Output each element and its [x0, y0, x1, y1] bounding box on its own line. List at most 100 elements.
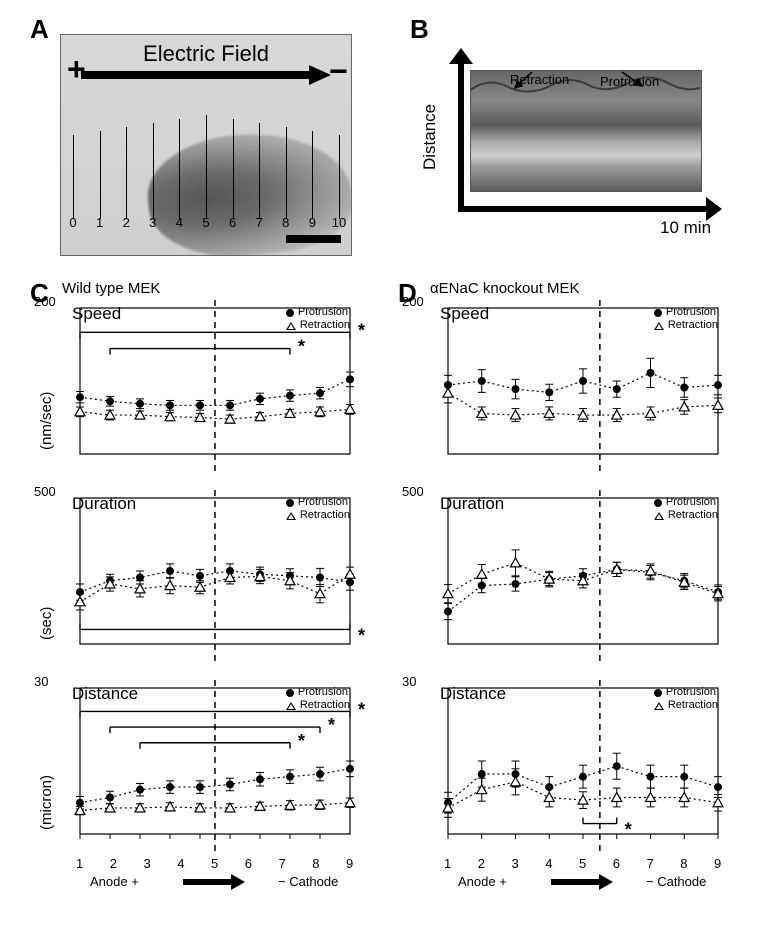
panel-b-xaxis [458, 206, 708, 212]
panel-b-edge-trace [470, 68, 700, 98]
legend-label: Protrusion [298, 496, 348, 509]
legend: ProtrusionRetraction [654, 686, 718, 712]
panel-a-tick-label: 0 [69, 215, 76, 230]
subplot-left-duration: 500(sec)DurationProtrusionRetraction* [62, 490, 358, 662]
panel-b-label-retraction: Retraction [510, 72, 569, 87]
subplot-right-speed: 200SpeedProtrusionRetraction [430, 300, 726, 472]
x-tick-label: 7 [647, 856, 654, 871]
legend-label: Retraction [300, 319, 350, 332]
anode-label: Anode + [458, 874, 507, 889]
svg-text:*: * [358, 625, 365, 645]
anode-label: Anode + [90, 874, 139, 889]
panel-a-micrograph: Electric Field + − 012345678910 [60, 34, 352, 256]
panel-b-label-protrusion: Protrusion [600, 74, 659, 89]
y-max-label: 30 [402, 674, 416, 689]
panel-b-yaxis [458, 60, 464, 210]
dot-icon [286, 309, 294, 317]
legend-retraction: Retraction [286, 699, 350, 712]
panel-b-ylabel: Distance [420, 104, 440, 170]
legend-retraction: Retraction [286, 509, 350, 522]
subplot-right-distance: 30DistanceProtrusionRetraction* [430, 680, 726, 852]
legend-label: Protrusion [666, 306, 716, 319]
y-unit-label: (sec) [38, 607, 55, 640]
legend-label: Retraction [300, 699, 350, 712]
svg-text:*: * [358, 320, 365, 340]
legend: ProtrusionRetraction [654, 496, 718, 522]
figure-root: A B C D Wild type MEK αENaC knockout MEK… [0, 0, 758, 929]
svg-text:*: * [298, 337, 305, 357]
dot-icon [654, 499, 662, 507]
legend-label: Retraction [668, 699, 718, 712]
subplot-title: Duration [440, 494, 504, 514]
x-tick-label: 9 [346, 856, 353, 871]
col-title-left: Wild type MEK [62, 280, 160, 297]
subplot-title: Speed [440, 304, 489, 324]
subplot-right-duration: 500DurationProtrusionRetraction [430, 490, 726, 662]
y-max-label: 200 [402, 294, 424, 309]
x-tick-label: 4 [177, 856, 184, 871]
col-title-right: αENaC knockout MEK [430, 280, 580, 297]
legend-protrusion: Protrusion [286, 306, 350, 319]
legend-protrusion: Protrusion [654, 496, 718, 509]
legend-label: Protrusion [666, 686, 716, 699]
triangle-icon [286, 322, 296, 330]
triangle-icon [286, 512, 296, 520]
x-tick-label: 3 [512, 856, 519, 871]
panel-a-title: Electric Field [61, 41, 351, 67]
x-tick-label: 6 [613, 856, 620, 871]
panel-a-tick-label: 6 [229, 215, 236, 230]
panel-b-xlabel: 10 min [660, 218, 711, 238]
x-tick-label: 5 [579, 856, 586, 871]
legend-protrusion: Protrusion [654, 686, 718, 699]
cathode-label: − Cathode [278, 874, 338, 889]
legend: ProtrusionRetraction [286, 686, 350, 712]
triangle-icon [286, 702, 296, 710]
field-arrow-icon [81, 65, 331, 85]
triangle-icon [654, 322, 664, 330]
x-tick-label: 2 [478, 856, 485, 871]
svg-text:*: * [328, 715, 335, 735]
x-tick-label: 4 [545, 856, 552, 871]
subplot-title: Distance [440, 684, 506, 704]
cathode-minus-icon: − [329, 61, 348, 81]
legend-retraction: Retraction [654, 319, 718, 332]
legend-retraction: Retraction [286, 319, 350, 332]
y-max-label: 500 [402, 484, 424, 499]
dot-icon [654, 309, 662, 317]
svg-text:*: * [358, 699, 365, 719]
legend-retraction: Retraction [654, 509, 718, 522]
legend-label: Retraction [300, 509, 350, 522]
legend-label: Retraction [668, 319, 718, 332]
legend-protrusion: Protrusion [286, 496, 350, 509]
x-tick-label: 6 [245, 856, 252, 871]
panel-a-tick-label: 5 [202, 215, 209, 230]
panel-a-tick-label: 10 [332, 215, 346, 230]
panel-a-tick-label: 2 [123, 215, 130, 230]
y-unit-label: (nm/sec) [38, 392, 55, 450]
y-max-label: 30 [34, 674, 48, 689]
panel-a-tick-label: 3 [149, 215, 156, 230]
legend-protrusion: Protrusion [286, 686, 350, 699]
triangle-icon [654, 702, 664, 710]
legend: ProtrusionRetraction [654, 306, 718, 332]
x-tick-label: 9 [714, 856, 721, 871]
polarity-arrow-icon [551, 879, 600, 885]
x-tick-label: 1 [76, 856, 83, 871]
svg-text:*: * [625, 820, 632, 840]
legend-label: Retraction [668, 509, 718, 522]
legend-protrusion: Protrusion [654, 306, 718, 319]
arrow-up-icon [449, 48, 473, 64]
dot-icon [286, 689, 294, 697]
y-max-label: 500 [34, 484, 56, 499]
legend: ProtrusionRetraction [286, 496, 350, 522]
x-tick-label: 7 [279, 856, 286, 871]
legend-label: Protrusion [298, 306, 348, 319]
y-unit-label: (micron) [38, 775, 55, 830]
panel-letter-a: A [30, 14, 49, 45]
panel-a-tick-label: 8 [282, 215, 289, 230]
polarity-arrow-icon [183, 879, 232, 885]
x-tick-label: 1 [444, 856, 451, 871]
panel-b-kymograph: Retraction Protrusion Distance 10 min [430, 50, 720, 240]
x-tick-label: 5 [211, 856, 218, 871]
scalebar-icon [286, 235, 341, 243]
